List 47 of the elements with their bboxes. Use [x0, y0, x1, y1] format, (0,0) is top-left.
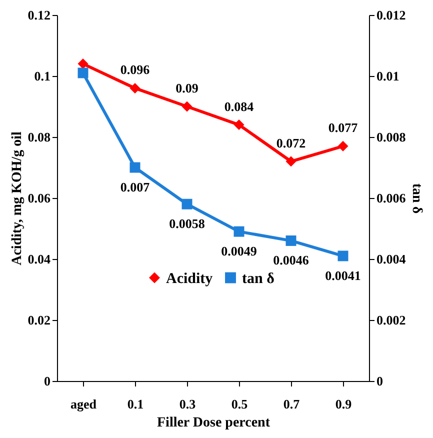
- y-tick-label: 0.12: [28, 8, 50, 22]
- y2-tick-label: 0.004: [376, 252, 406, 266]
- point: [182, 198, 192, 210]
- point: [78, 68, 88, 78]
- x-tick-label: 0.3: [179, 396, 196, 412]
- y2-tick-label: 0: [376, 374, 383, 388]
- data-label: 0.077: [328, 120, 358, 136]
- point: [286, 235, 296, 246]
- data-label: 0.007: [120, 180, 150, 194]
- data-label: 0.0046: [273, 252, 310, 268]
- y-tick-label: 0.06: [28, 190, 51, 206]
- point: [338, 140, 348, 152]
- y2-tick-label: 0.012: [376, 8, 406, 22]
- y-tick-label: 0: [44, 374, 50, 388]
- x-tick-label: aged: [70, 396, 98, 412]
- x-axis-title: Filler Dose percent: [156, 416, 270, 430]
- x-tick-label: 0.5: [231, 396, 248, 412]
- y-tick-label: 0.1: [34, 68, 50, 84]
- y2-tick-label: 0.008: [376, 130, 406, 144]
- y-tick-label: 0.02: [28, 312, 50, 328]
- y-tick-label: 0.04: [28, 252, 51, 266]
- data-label: 0.09: [176, 80, 199, 96]
- y2-tick-label: 0.002: [376, 312, 406, 328]
- point: [234, 226, 244, 237]
- y-axis-title: Acidity, mg KOH/g oil: [10, 132, 25, 266]
- point: [182, 101, 192, 112]
- data-label: 0.084: [224, 98, 254, 114]
- point: [286, 156, 296, 167]
- x-tick-label: 0.9: [335, 396, 352, 412]
- data-label: 0.0058: [169, 216, 206, 232]
- x-tick-label: 0.1: [127, 396, 144, 412]
- point: [78, 58, 88, 70]
- data-label: 0.072: [276, 135, 306, 150]
- data-label: 0.096: [120, 62, 150, 78]
- y2-axis-title: tan δ: [408, 183, 424, 214]
- y2-tick-label: 0.006: [376, 190, 406, 206]
- data-label: 0.0041: [325, 268, 361, 283]
- point: [234, 120, 244, 130]
- y-tick-label: 0.08: [28, 130, 51, 144]
- point: [338, 250, 348, 262]
- legend-label: Acidity: [166, 270, 214, 287]
- y2-tick-label: 0.01: [376, 68, 400, 84]
- data-label: 0.0049: [221, 244, 258, 259]
- legend-label: tan δ: [242, 270, 275, 287]
- point: [130, 82, 140, 94]
- point: [130, 162, 140, 173]
- x-tick-label: 0.7: [283, 396, 300, 412]
